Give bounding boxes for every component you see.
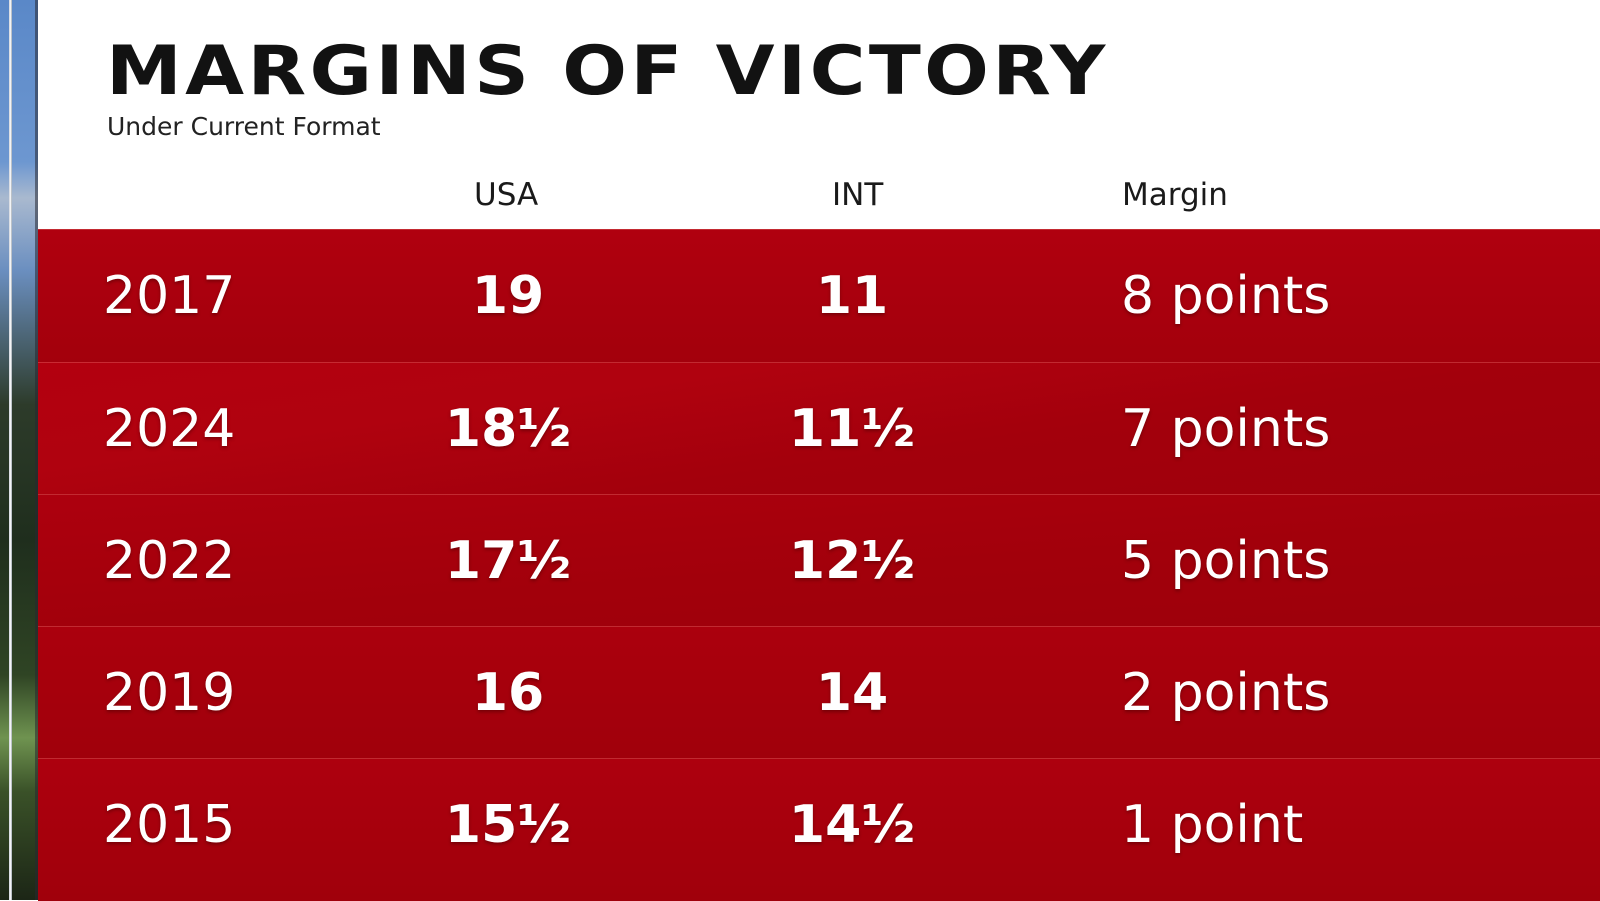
usa-score: 18½ — [444, 399, 572, 459]
usa-score: 16 — [471, 663, 545, 723]
year-cell: 2019 — [103, 663, 236, 723]
graphic-title: MARGINS OF VICTORY — [106, 32, 1109, 111]
results-table: 2017 19 11 8 points 2024 18½ 11½ 7 point… — [38, 229, 1600, 901]
column-header-int: INT — [832, 177, 884, 213]
table-row: 2015 15½ 14½ 1 point — [38, 758, 1600, 901]
usa-score: 15½ — [444, 795, 572, 855]
int-score: 12½ — [788, 531, 916, 591]
graphic-subtitle: Under Current Format — [107, 112, 381, 141]
year-cell: 2024 — [103, 399, 236, 459]
table-row: 2024 18½ 11½ 7 points — [38, 362, 1600, 495]
flagpole — [9, 0, 12, 900]
panel-edge-shadow — [35, 0, 38, 900]
margin-cell: 7 points — [1121, 399, 1331, 459]
usa-score: 17½ — [444, 531, 572, 591]
table-row: 2019 16 14 2 points — [38, 626, 1600, 759]
year-cell: 2022 — [103, 531, 236, 591]
column-header-margin: Margin — [1122, 177, 1228, 213]
margins-graphic-panel: MARGINS OF VICTORY Under Current Format … — [38, 0, 1600, 901]
usa-score: 19 — [471, 266, 545, 326]
margin-cell: 8 points — [1121, 266, 1331, 326]
int-score: 11½ — [788, 399, 916, 459]
int-score: 14½ — [788, 795, 916, 855]
table-row: 2017 19 11 8 points — [38, 229, 1600, 362]
margin-cell: 1 point — [1121, 795, 1304, 855]
year-cell: 2017 — [103, 266, 236, 326]
int-score: 11 — [815, 266, 889, 326]
table-row: 2022 17½ 12½ 5 points — [38, 494, 1600, 627]
background-photo-strip — [0, 0, 38, 900]
int-score: 14 — [815, 663, 889, 723]
year-cell: 2015 — [103, 795, 236, 855]
column-header-usa: USA — [474, 177, 539, 213]
margin-cell: 2 points — [1121, 663, 1331, 723]
margin-cell: 5 points — [1121, 531, 1331, 591]
